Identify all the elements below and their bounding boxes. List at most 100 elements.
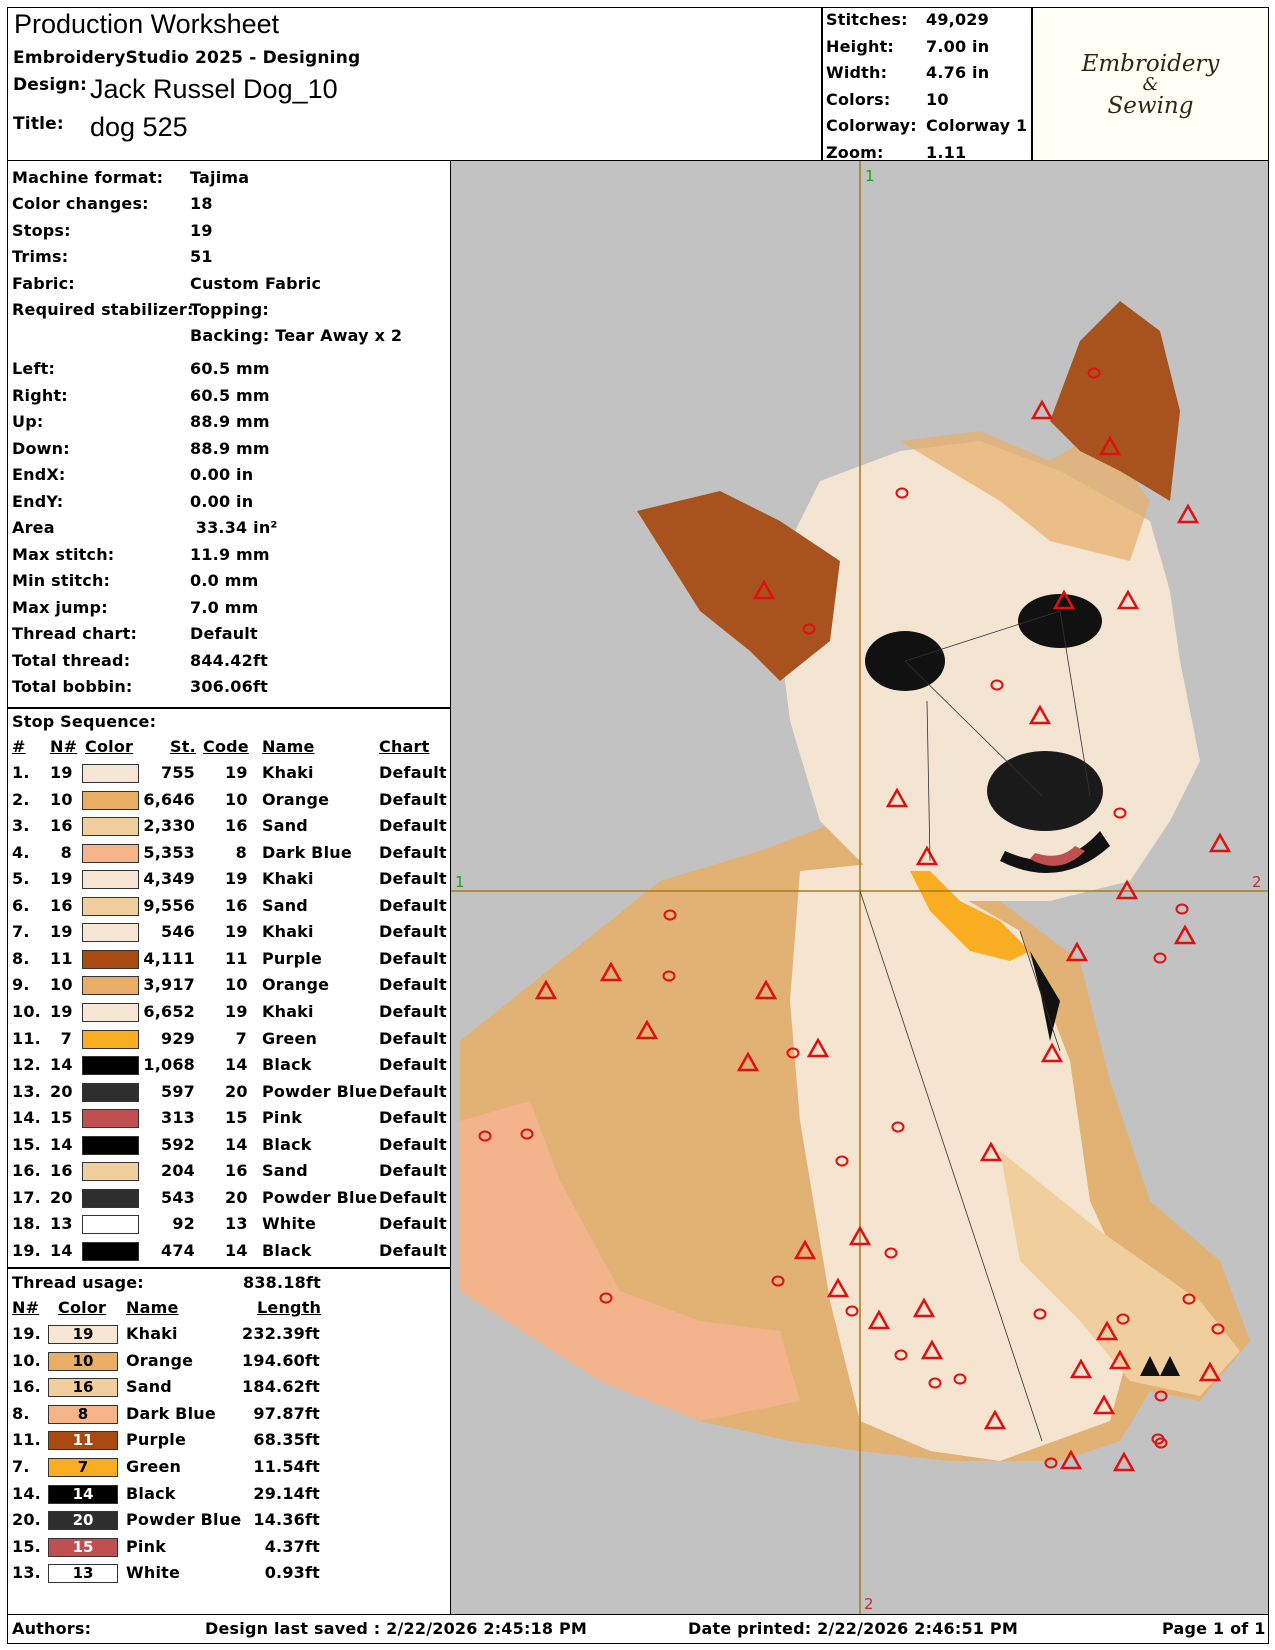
stop-stitches: 6,652: [143, 1001, 195, 1021]
dog-ear-left: [637, 491, 840, 681]
left-divider-2: [7, 1267, 451, 1269]
spec-value: 0.00 in: [190, 491, 254, 511]
stop-chart: Default: [379, 1187, 447, 1207]
title-value: dog 525: [90, 112, 188, 142]
color-swatch: [82, 1056, 139, 1076]
table-row: 14. 15 313 15 Pink Default: [0, 1108, 450, 1132]
stop-header-cell: St.: [170, 737, 196, 756]
stop-name: Sand: [262, 816, 308, 836]
stop-num: 19.: [12, 1240, 41, 1260]
design-canvas[interactable]: 1 1 2 2: [451, 160, 1269, 1615]
spec-label: Max jump:: [12, 597, 108, 617]
stop-stitches: 4,349: [143, 869, 195, 889]
spec-label: Area: [12, 518, 55, 537]
title-label: Title:: [13, 114, 64, 134]
trim-marker-circle: [1151, 1433, 1165, 1445]
thread-header-cell: Name: [126, 1298, 179, 1317]
axis-label-left: 1: [455, 873, 465, 891]
stop-chart: Default: [379, 842, 447, 862]
thread-n: 15.: [12, 1536, 41, 1556]
spec-label: Stops:: [12, 220, 71, 240]
stop-name: Dark Blue: [262, 842, 352, 862]
stop-n: 11: [50, 948, 73, 968]
stop-code: 14: [225, 1134, 248, 1154]
spec-value: 60.5 mm: [190, 359, 270, 378]
table-row: 7. 7 Green 11.54ft: [0, 1457, 450, 1481]
stop-num: 8.: [12, 948, 30, 968]
thread-header-cell: Length: [257, 1298, 322, 1317]
trim-marker-circle: [1033, 1308, 1047, 1320]
thread-length: 232.39ft: [242, 1324, 320, 1343]
color-swatch: [82, 870, 139, 890]
stop-stitches: 204: [161, 1161, 195, 1181]
table-row: 19. 19 Khaki 232.39ft: [0, 1324, 450, 1348]
table-row: 20. 20 Powder Blue 14.36ft: [0, 1510, 450, 1534]
stop-stitches: 313: [161, 1108, 195, 1128]
stop-num: 9.: [12, 975, 30, 995]
trim-marker-circle: [953, 1373, 967, 1385]
trim-marker-circle: [1044, 1457, 1058, 1469]
stop-marker-triangle: [1198, 1361, 1222, 1382]
stop-code: 19: [225, 869, 248, 889]
stop-code: 16: [225, 1161, 248, 1181]
thread-length: 29.14ft: [253, 1483, 320, 1503]
color-swatch: [82, 764, 139, 783]
spec-label: Thread chart:: [12, 624, 138, 643]
table-row: 19. 14 474 14 Black Default: [0, 1241, 450, 1265]
stop-header-cell: Code: [203, 737, 249, 756]
page-title: Production Worksheet: [14, 9, 280, 39]
spec-value: Default: [190, 624, 258, 643]
table-row: 10. 19 6,652 19 Khaki Default: [0, 1002, 450, 1026]
stop-marker-triangle: [983, 1409, 1007, 1430]
stop-n: 8: [60, 842, 72, 862]
spec-label: EndX:: [12, 465, 66, 484]
summary-label: Stitches:: [826, 10, 908, 29]
thread-n: 19.: [12, 1324, 41, 1343]
dog-mouth: [1000, 831, 1110, 873]
color-swatch: [82, 1135, 139, 1155]
trim-marker-circle: [1211, 1323, 1225, 1335]
stop-header-cell: N#: [50, 737, 78, 756]
stop-num: 7.: [12, 922, 30, 942]
thread-name: Orange: [126, 1350, 194, 1370]
thread-usage-total: 838.18ft: [243, 1273, 321, 1292]
stop-name: Black: [262, 1240, 312, 1260]
table-row: 7. 19 546 19 Khaki Default: [0, 922, 450, 946]
stop-marker-triangle: [1028, 704, 1052, 725]
stop-stitches: 597: [161, 1081, 195, 1101]
stop-num: 18.: [12, 1214, 41, 1234]
stop-chart: Default: [379, 975, 447, 995]
spec-label: Total bobbin:: [12, 677, 133, 696]
table-row: 12. 14 1,068 14 Black Default: [0, 1055, 450, 1079]
stop-marker-triangle: [1092, 1394, 1116, 1415]
thread-length: 11.54ft: [253, 1457, 320, 1476]
trim-marker-circle: [835, 1155, 849, 1167]
stop-n: 19: [50, 1001, 73, 1021]
color-swatch: 10: [48, 1351, 118, 1371]
header-divider-1: [821, 7, 823, 161]
thread-n: 11.: [12, 1430, 41, 1450]
stop-code: 7: [235, 1028, 247, 1048]
color-swatch: [82, 1162, 139, 1182]
stop-marker-triangle: [979, 1141, 1003, 1162]
footer-authors: Authors:: [12, 1619, 92, 1638]
stop-code: 19: [225, 922, 248, 942]
stop-marker-triangle: [736, 1051, 760, 1072]
stop-marker-triangle: [1095, 1320, 1119, 1341]
thread-name: Green: [126, 1457, 182, 1476]
stop-chart: Default: [379, 1081, 447, 1101]
color-swatch: [82, 896, 139, 916]
color-swatch: [82, 949, 139, 969]
left-divider-1: [7, 707, 451, 709]
stop-name: Sand: [262, 1161, 308, 1181]
color-swatch: 8: [48, 1404, 118, 1424]
summary-value: 10: [926, 89, 949, 109]
thread-usage-title: Thread usage:: [12, 1273, 144, 1292]
stop-marker-triangle: [1108, 1349, 1132, 1370]
spec-label: Down:: [12, 438, 70, 458]
stop-chart: Default: [379, 1214, 447, 1234]
spec-value: 88.9 mm: [190, 438, 270, 458]
color-swatch: 11: [48, 1431, 118, 1451]
trim-marker-circle: [990, 679, 1004, 691]
stop-name: Black: [262, 1055, 312, 1075]
